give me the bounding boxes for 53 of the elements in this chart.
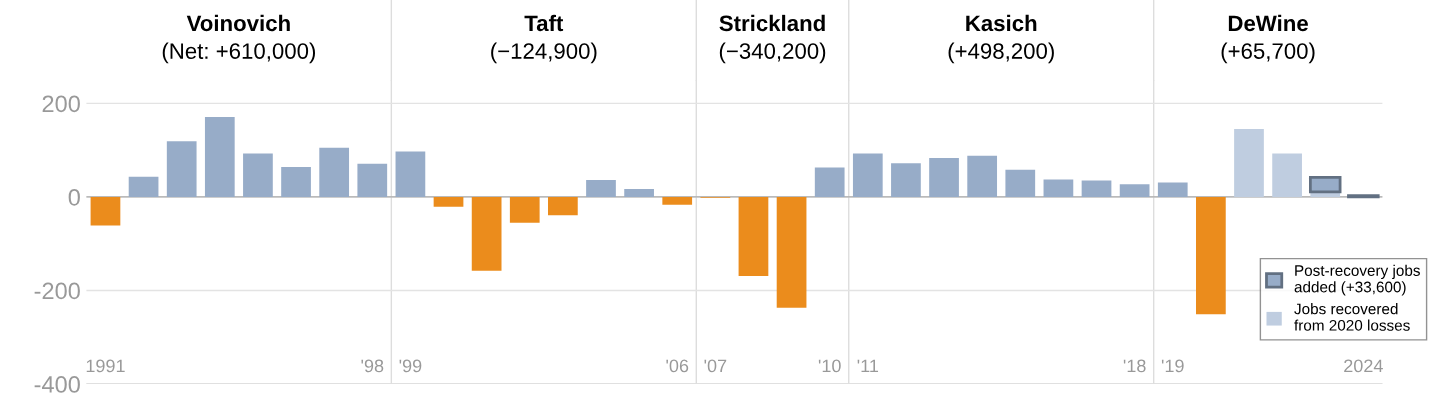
bar xyxy=(548,196,578,216)
y-tick-label: 0 xyxy=(68,188,80,206)
bar xyxy=(1119,184,1150,197)
legend-label: Post-recovery jobs added (+33,600) xyxy=(1294,264,1420,296)
y-tick-label: -400 xyxy=(34,376,80,393)
bar xyxy=(509,196,540,223)
bar xyxy=(852,153,883,197)
bar xyxy=(471,196,502,271)
bar xyxy=(891,163,921,197)
bar xyxy=(1081,180,1112,197)
x-tick-label: '98 xyxy=(361,359,384,373)
text: Taft (−124,900) xyxy=(491,14,597,64)
x-tick-label: '99 xyxy=(399,359,422,373)
bar xyxy=(1234,129,1264,197)
bar xyxy=(1043,179,1074,197)
y-tick-label: 200 xyxy=(42,95,80,113)
bar xyxy=(395,151,426,197)
bar xyxy=(624,188,654,197)
bar xyxy=(776,196,807,308)
bar xyxy=(204,116,235,197)
bar xyxy=(90,196,121,226)
x-tick-label: '10 xyxy=(818,359,841,373)
x-tick-label: '18 xyxy=(1123,359,1146,373)
bar xyxy=(662,196,693,205)
x-tick-label: 1991 xyxy=(86,359,125,373)
bar xyxy=(319,147,350,197)
x-tick-label: '07 xyxy=(704,359,727,373)
bar xyxy=(243,153,273,197)
bar xyxy=(814,167,845,197)
bar xyxy=(967,155,998,197)
bar xyxy=(1157,182,1188,197)
y-tick-label: -200 xyxy=(34,282,80,300)
x-tick-label: '19 xyxy=(1161,359,1184,373)
text: DeWine (+65,700) xyxy=(1221,14,1315,64)
bar xyxy=(586,180,616,197)
bar xyxy=(166,141,197,197)
bar xyxy=(1196,196,1226,315)
text: Strickland (−340,200) xyxy=(719,14,826,64)
bar xyxy=(1308,175,1342,194)
bar xyxy=(929,158,959,197)
x-tick-label: '06 xyxy=(666,359,689,373)
bar xyxy=(128,176,159,197)
text: Voinovich (Net: +610,000) xyxy=(162,14,316,64)
bar xyxy=(281,166,311,197)
x-tick-label: 2024 xyxy=(1344,359,1383,373)
bar xyxy=(357,163,388,197)
bar xyxy=(738,196,769,276)
text: Kasich (+498,200) xyxy=(948,14,1054,64)
bar xyxy=(1272,153,1302,197)
bar xyxy=(1005,169,1036,197)
legend-label: Jobs recovered from 2020 losses xyxy=(1294,303,1410,331)
x-tick-label: '11 xyxy=(857,359,879,373)
bar xyxy=(433,196,464,207)
